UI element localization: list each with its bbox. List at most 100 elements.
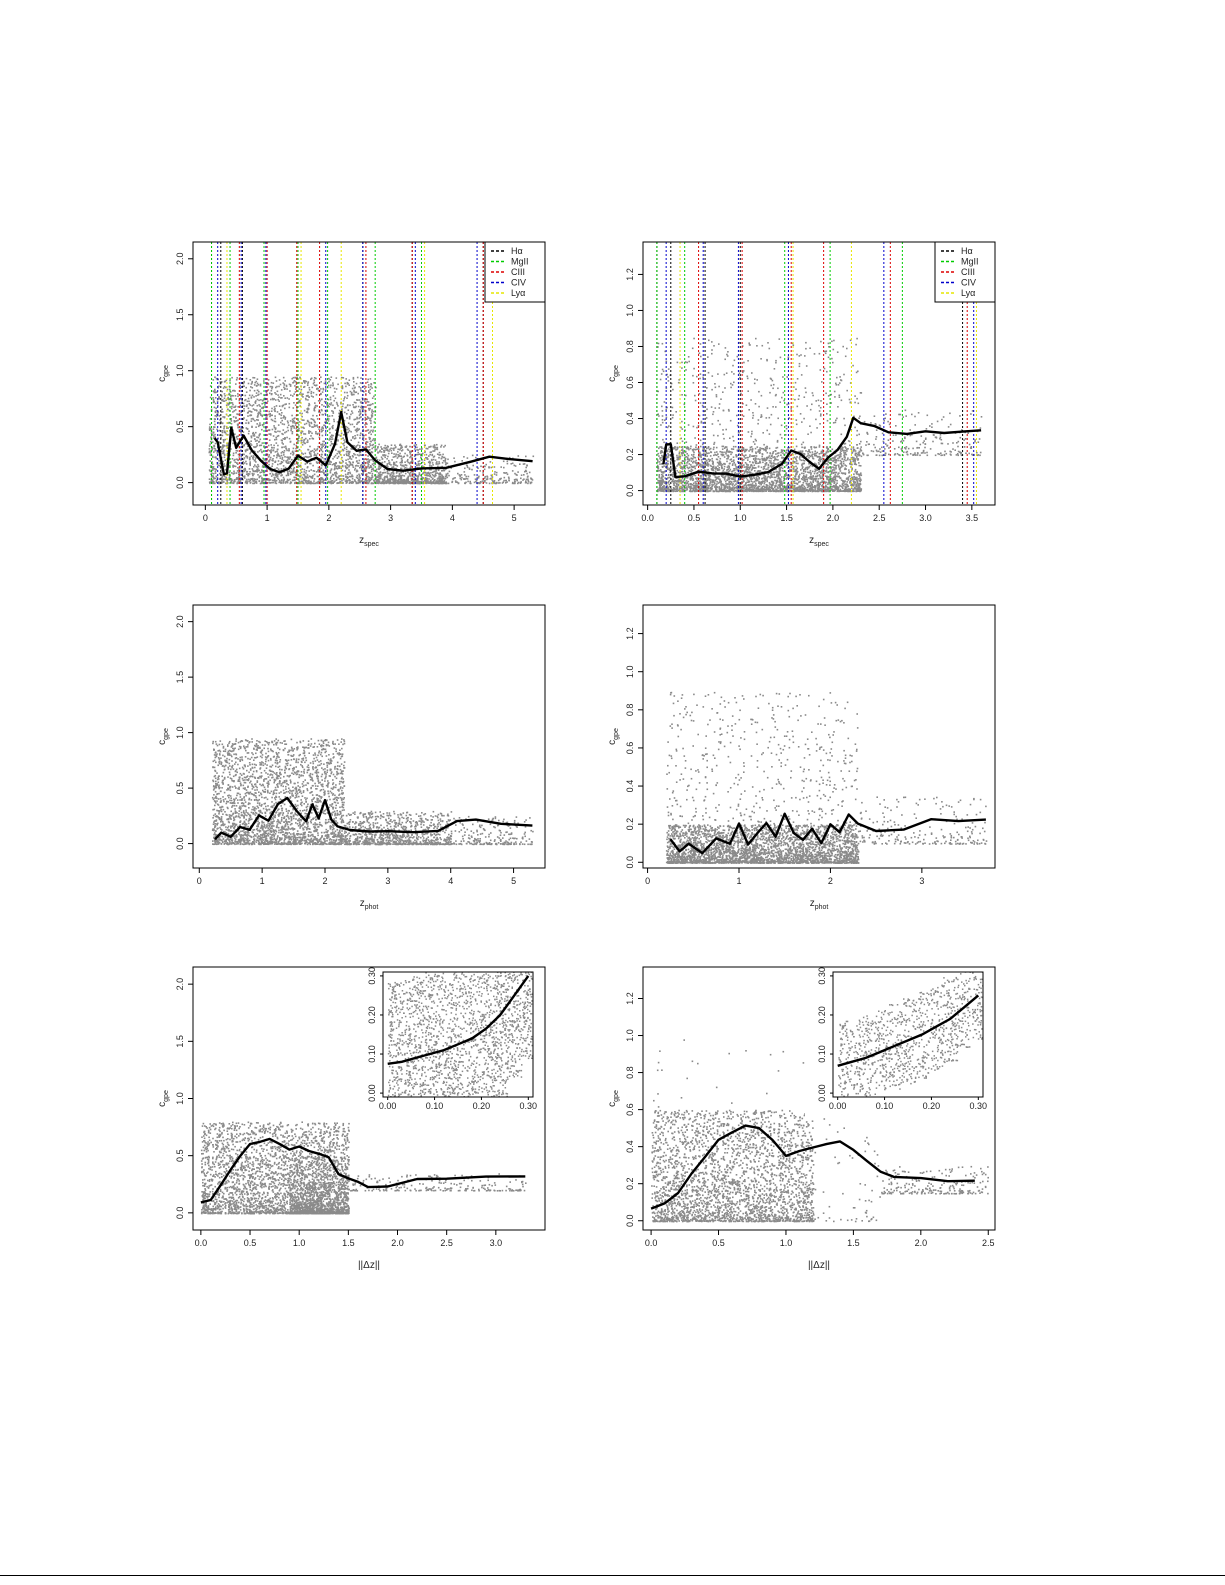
scatter-point — [274, 480, 276, 482]
scatter-point — [239, 464, 242, 467]
scatter-point — [359, 410, 362, 413]
scatter-point — [380, 481, 382, 484]
scatter-point — [530, 481, 533, 484]
scatter-point — [747, 431, 750, 433]
scatter-point — [364, 479, 366, 481]
scatter-point — [393, 447, 395, 450]
scatter-point — [335, 479, 338, 481]
scatter-point — [326, 403, 328, 406]
scatter-point — [241, 472, 244, 475]
scatter-point — [694, 399, 697, 402]
scatter-point — [444, 444, 446, 447]
scatter-point — [211, 441, 214, 443]
scatter-point — [365, 443, 368, 446]
scatter-point — [341, 385, 344, 387]
scatter-point — [709, 464, 712, 467]
scatter-point — [410, 479, 413, 482]
scatter-point — [300, 480, 303, 483]
scatter-point — [284, 466, 287, 469]
scatter-point — [380, 451, 383, 453]
scatter-point — [276, 448, 279, 451]
scatter-point — [237, 435, 239, 437]
scatter-point — [335, 443, 338, 446]
scatter-point — [347, 382, 350, 385]
scatter-point — [692, 382, 695, 384]
scatter-point — [263, 380, 265, 382]
scatter-point — [217, 398, 220, 400]
scatter-point — [238, 468, 241, 470]
scatter-point — [226, 478, 229, 481]
scatter-point — [230, 399, 233, 401]
scatter-point — [294, 479, 296, 481]
scatter-point — [216, 476, 219, 479]
scatter-point — [296, 469, 298, 471]
scatter-point — [232, 389, 234, 392]
scatter-point — [782, 376, 784, 378]
scatter-point — [338, 409, 341, 412]
scatter-point — [778, 472, 781, 474]
scatter-point — [838, 382, 841, 384]
scatter-point — [740, 392, 742, 395]
scatter-point — [413, 476, 415, 479]
scatter-point — [311, 432, 313, 435]
scatter-point — [399, 477, 402, 479]
scatter-point — [760, 414, 763, 416]
scatter-point — [452, 478, 454, 480]
scatter-point — [258, 476, 261, 479]
scatter-point — [294, 404, 297, 406]
scatter-point — [292, 425, 294, 427]
scatter-point — [744, 471, 746, 473]
scatter-point — [335, 471, 337, 474]
scatter-point — [364, 411, 367, 413]
scatter-point — [348, 379, 351, 381]
scatter-point — [281, 432, 283, 435]
scatter-point — [280, 414, 283, 417]
scatter-point — [345, 385, 347, 388]
scatter-point — [800, 354, 802, 356]
scatter-point — [672, 414, 674, 416]
scatter-point — [376, 458, 379, 461]
scatter-point — [527, 480, 530, 483]
scatter-point — [356, 434, 359, 436]
scatter-point — [352, 436, 354, 438]
scatter-point — [363, 446, 365, 449]
scatter-point — [269, 413, 271, 415]
scatter-point — [343, 397, 345, 400]
scatter-point — [756, 472, 758, 474]
scatter-point — [436, 481, 438, 483]
scatter-point — [246, 470, 249, 473]
scatter-point — [768, 459, 771, 462]
scatter-point — [769, 423, 772, 426]
scatter-point — [215, 480, 218, 482]
scatter-point — [229, 379, 231, 382]
scatter-point — [857, 402, 860, 405]
scatter-point — [436, 461, 438, 463]
scatter-point — [392, 463, 395, 466]
scatter-point — [356, 427, 359, 430]
scatter-point — [750, 476, 753, 478]
scatter-point — [472, 464, 474, 467]
scatter-point — [375, 476, 378, 478]
scatter-point — [684, 409, 686, 412]
scatter-point — [836, 376, 838, 379]
scatter-point — [301, 441, 303, 444]
scatter-point — [715, 395, 718, 398]
scatter-point — [711, 388, 713, 391]
scatter-point — [273, 406, 276, 408]
scatter-point — [396, 475, 398, 477]
scatter-point — [714, 383, 716, 385]
scatter-point — [284, 456, 286, 458]
scatter-point — [255, 400, 257, 402]
scatter-point — [493, 480, 495, 483]
scatter-point — [688, 448, 690, 451]
scatter-point — [793, 386, 795, 388]
scatter-point — [343, 454, 345, 456]
scatter-point — [301, 412, 303, 415]
scatter-point — [417, 453, 420, 456]
scatter-point — [719, 461, 722, 463]
scatter-point — [265, 428, 267, 430]
scatter-point — [815, 400, 817, 402]
scatter-point — [329, 478, 332, 480]
scatter-point — [421, 479, 423, 481]
